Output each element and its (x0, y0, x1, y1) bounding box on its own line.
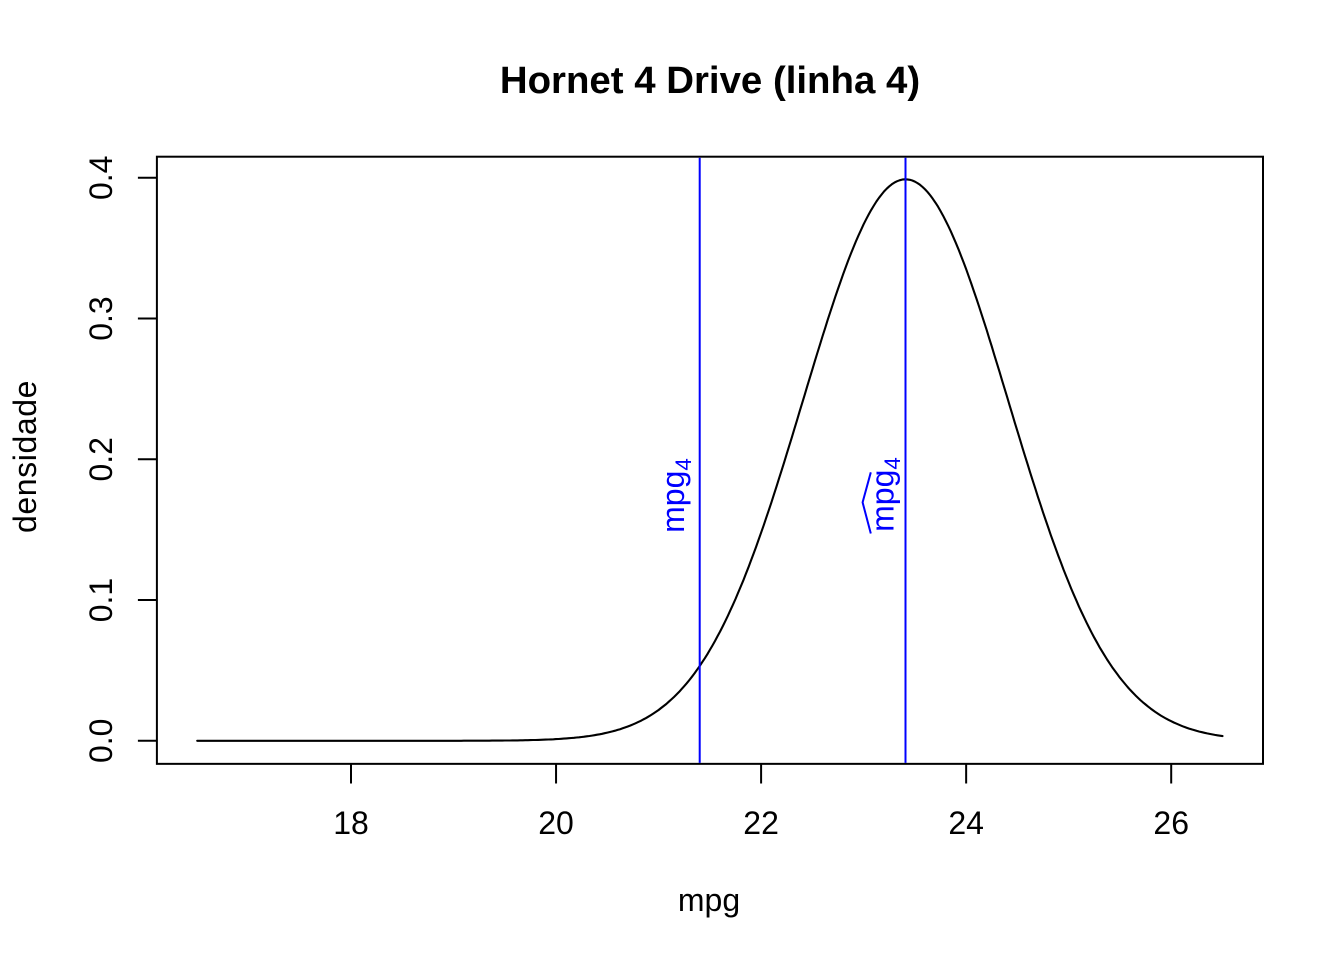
svg-text:20: 20 (538, 805, 574, 841)
svg-text:0.3: 0.3 (83, 296, 119, 340)
svg-text:0.0: 0.0 (83, 719, 119, 763)
svg-text:0.1: 0.1 (83, 578, 119, 622)
svg-text:mpg4: mpg4 (864, 457, 905, 532)
svg-text:densidade: densidade (7, 380, 43, 533)
svg-text:26: 26 (1153, 805, 1189, 841)
svg-text:0.2: 0.2 (83, 437, 119, 481)
svg-text:mpg4: mpg4 (655, 458, 696, 533)
svg-text:22: 22 (743, 805, 779, 841)
svg-text:24: 24 (948, 805, 984, 841)
svg-text:mpg: mpg (678, 882, 740, 918)
svg-text:0.4: 0.4 (83, 156, 119, 200)
svg-text:18: 18 (333, 805, 369, 841)
svg-text:Hornet 4 Drive (linha 4): Hornet 4 Drive (linha 4) (500, 59, 920, 102)
